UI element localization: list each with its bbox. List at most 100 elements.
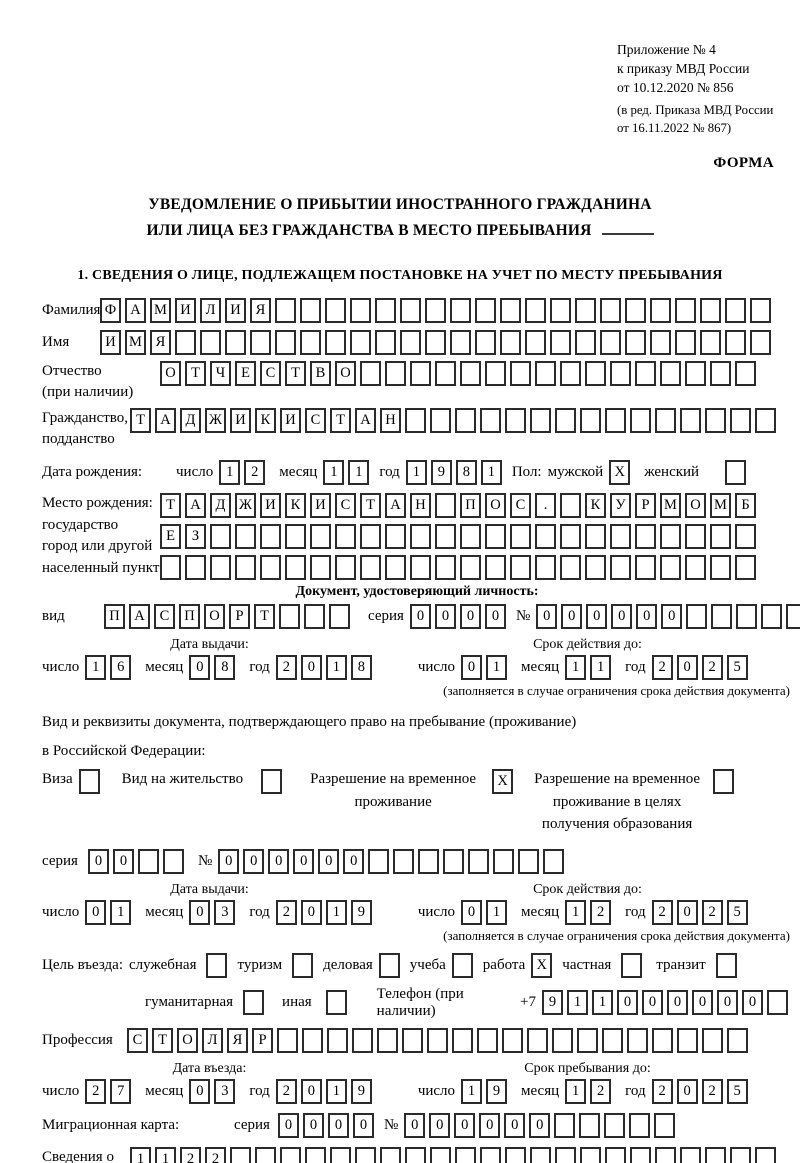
legal-reps-cell[interactable]	[430, 1146, 451, 1163]
profession-cell[interactable]	[427, 1027, 448, 1053]
issue-day-cell[interactable]: 6	[110, 655, 132, 681]
temporary-residence-education-checkbox[interactable]	[713, 769, 735, 795]
citizenship-cell[interactable]: Н	[380, 408, 401, 434]
legal-reps-cell[interactable]	[555, 1146, 576, 1163]
patronymic-cell[interactable]	[685, 361, 706, 387]
birth-place-cell[interactable]	[710, 555, 731, 581]
birth-place-cell[interactable]: П	[460, 493, 481, 519]
given-name-cell[interactable]	[275, 330, 296, 356]
birth-place-cell[interactable]: К	[285, 493, 306, 519]
entry-day-cell[interactable]: 7	[110, 1078, 132, 1104]
profession-cell[interactable]	[452, 1027, 473, 1053]
phone-digit-cell[interactable]	[767, 990, 788, 1016]
residence-permit-checkbox[interactable]	[261, 769, 283, 795]
citizenship-cell[interactable]	[530, 408, 551, 434]
residence-number-cell[interactable]: 0	[268, 848, 290, 874]
expiry-year-cell[interactable]: 2	[701, 899, 723, 925]
legal-reps-cell[interactable]	[355, 1146, 376, 1163]
birth-place-cell[interactable]: И	[310, 493, 331, 519]
legal-reps-cell[interactable]	[705, 1146, 726, 1163]
citizenship-cell[interactable]: А	[155, 408, 176, 434]
doc-seria-cell[interactable]: 0	[484, 604, 506, 630]
profession-cell[interactable]	[277, 1027, 298, 1053]
citizenship-cell[interactable]	[730, 408, 751, 434]
birth-place-cell[interactable]	[410, 555, 431, 581]
purpose-tourism-checkbox[interactable]	[292, 952, 314, 978]
purpose-study-checkbox[interactable]	[451, 952, 473, 978]
profession-cell[interactable]	[727, 1027, 748, 1053]
given-name-cell[interactable]: Я	[150, 330, 171, 356]
residence-seria-cell[interactable]	[137, 848, 159, 874]
birth-place-cell[interactable]	[660, 524, 681, 550]
expiry-year-cell[interactable]: 5	[726, 899, 748, 925]
issue-year-cell[interactable]: 0	[300, 899, 322, 925]
patronymic-cell[interactable]: В	[310, 361, 331, 387]
birth-place-cell[interactable]: О	[685, 493, 706, 519]
purpose-private-checkbox[interactable]	[621, 952, 643, 978]
surname-cell[interactable]	[650, 298, 671, 324]
profession-cell[interactable]	[377, 1027, 398, 1053]
given-name-cell[interactable]: И	[100, 330, 121, 356]
patronymic-cell[interactable]	[510, 361, 531, 387]
legal-reps-cell[interactable]	[605, 1146, 626, 1163]
legal-reps-cell[interactable]	[655, 1146, 676, 1163]
residence-number-cell[interactable]	[543, 848, 565, 874]
surname-cell[interactable]	[625, 298, 646, 324]
birth-place-cell[interactable]	[535, 524, 556, 550]
surname-cell[interactable]	[575, 298, 596, 324]
surname-cell[interactable]	[550, 298, 571, 324]
citizenship-cell[interactable]	[405, 408, 426, 434]
doc-number-cell[interactable]: 0	[611, 604, 633, 630]
phone-digit-cell[interactable]: 0	[717, 990, 738, 1016]
migration-number-cell[interactable]	[654, 1112, 676, 1138]
birth-month-cell[interactable]: 1	[323, 460, 345, 486]
stay-year-cell[interactable]: 5	[726, 1078, 748, 1104]
surname-cell[interactable]	[725, 298, 746, 324]
doc-kind-cell[interactable]: С	[154, 604, 175, 630]
issue-year-cell[interactable]: 1	[325, 899, 347, 925]
birth-year-cell[interactable]: 9	[430, 460, 452, 486]
patronymic-cell[interactable]: О	[160, 361, 181, 387]
expiry-year-cell[interactable]: 0	[676, 655, 698, 681]
given-name-cell[interactable]	[325, 330, 346, 356]
profession-cell[interactable]: О	[177, 1027, 198, 1053]
birth-place-cell[interactable]	[610, 555, 631, 581]
birth-place-cell[interactable]	[685, 524, 706, 550]
residence-seria-cell[interactable]	[162, 848, 184, 874]
stay-day-cell[interactable]: 1	[461, 1078, 483, 1104]
birth-place-cell[interactable]: Д	[210, 493, 231, 519]
surname-cell[interactable]	[425, 298, 446, 324]
birth-place-cell[interactable]	[710, 524, 731, 550]
expiry-day-cell[interactable]: 0	[461, 899, 483, 925]
legal-reps-cell[interactable]	[330, 1146, 351, 1163]
expiry-month-cell[interactable]: 1	[590, 655, 612, 681]
citizenship-cell[interactable]	[630, 408, 651, 434]
legal-reps-cell[interactable]	[380, 1146, 401, 1163]
patronymic-cell[interactable]: Ч	[210, 361, 231, 387]
purpose-work-checkbox[interactable]: X	[531, 952, 553, 978]
residence-number-cell[interactable]	[368, 848, 390, 874]
patronymic-cell[interactable]	[710, 361, 731, 387]
legal-reps-cell[interactable]: 2	[180, 1146, 201, 1163]
birth-place-cell[interactable]: К	[585, 493, 606, 519]
birth-place-cell[interactable]	[560, 524, 581, 550]
birth-place-cell[interactable]	[485, 524, 506, 550]
given-name-cell[interactable]	[750, 330, 771, 356]
birth-place-cell[interactable]: С	[510, 493, 531, 519]
doc-kind-cell[interactable]: Т	[254, 604, 275, 630]
purpose-other-checkbox[interactable]	[325, 990, 347, 1016]
birth-place-cell[interactable]	[610, 524, 631, 550]
doc-number-cell[interactable]	[761, 604, 783, 630]
legal-reps-cell[interactable]	[455, 1146, 476, 1163]
citizenship-cell[interactable]	[605, 408, 626, 434]
residence-number-cell[interactable]	[418, 848, 440, 874]
birth-place-cell[interactable]	[435, 493, 456, 519]
birth-place-cell[interactable]	[360, 555, 381, 581]
migration-number-cell[interactable]	[554, 1112, 576, 1138]
purpose-business-checkbox[interactable]	[206, 952, 228, 978]
given-name-cell[interactable]	[550, 330, 571, 356]
sex-male-checkbox[interactable]: X	[609, 460, 631, 486]
citizenship-cell[interactable]	[505, 408, 526, 434]
birth-day-cell[interactable]: 2	[244, 460, 266, 486]
residence-number-cell[interactable]	[393, 848, 415, 874]
